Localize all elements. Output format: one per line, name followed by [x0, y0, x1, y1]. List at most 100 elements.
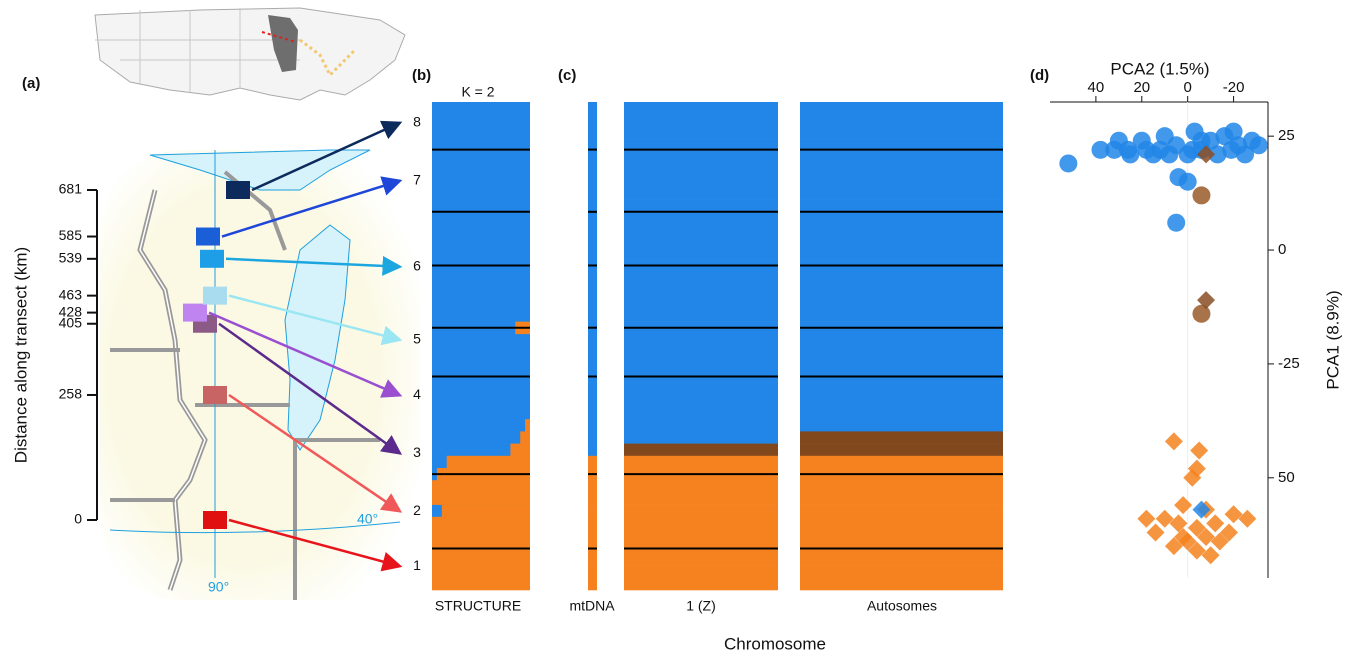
- point: [1167, 213, 1186, 232]
- y-tick-label: 0: [1278, 241, 1286, 258]
- genotype-row: [588, 138, 597, 152]
- genotype-row: [624, 138, 778, 152]
- genotype-row: [588, 260, 597, 274]
- genotype-row: [800, 553, 1003, 566]
- structure-title: K = 2: [461, 84, 494, 100]
- genotype-row: [588, 175, 597, 188]
- genotype-row: [588, 455, 597, 469]
- point: [1192, 500, 1211, 519]
- genotype-row: [800, 333, 1003, 347]
- genotype-row: [624, 480, 778, 493]
- structure-bar: [432, 541, 530, 554]
- y-tick-label: 428: [59, 303, 83, 319]
- point: [1160, 145, 1179, 164]
- genotype-row: [624, 541, 778, 554]
- genotype-row: [624, 150, 778, 164]
- genotype-row: [800, 577, 1003, 591]
- point: [1208, 145, 1227, 164]
- site-marker: [203, 286, 227, 305]
- point: [1219, 523, 1238, 542]
- genotype-row: [588, 577, 597, 591]
- structure-bar: [432, 577, 530, 591]
- population-label: 1: [413, 557, 421, 573]
- genotype-row: [624, 516, 778, 530]
- genotype-row: [624, 114, 778, 127]
- arrow: [225, 255, 403, 276]
- point: [1197, 145, 1216, 164]
- genotype-row: [588, 443, 597, 457]
- y-tick-label: 258: [59, 386, 83, 402]
- genotype-row: [588, 150, 597, 164]
- site-marker: [183, 303, 207, 322]
- genotype-row: [624, 297, 778, 310]
- lon-label: 90°: [208, 579, 229, 595]
- genotype-row: [800, 504, 1003, 518]
- genotype-row: [588, 199, 597, 213]
- point: [1164, 432, 1183, 451]
- genotype-row: [800, 211, 1003, 225]
- genotype-row: [800, 382, 1003, 396]
- genotype-row: [800, 346, 1003, 359]
- population-label: 6: [413, 257, 421, 273]
- genotype-row: [624, 199, 778, 213]
- genotype-row: [800, 114, 1003, 127]
- point: [1169, 514, 1188, 533]
- lat-label: 40°: [357, 511, 378, 527]
- genotype-row: [624, 529, 778, 542]
- point: [1174, 528, 1193, 547]
- genotype-row: [588, 516, 597, 530]
- point: [1091, 140, 1110, 159]
- y-tick-label: 0: [74, 511, 82, 527]
- population-label: 8: [413, 113, 421, 129]
- genotype-row: [800, 492, 1003, 505]
- genotype-row: [800, 150, 1003, 164]
- genotype-row: [800, 199, 1003, 213]
- genotype-row: [800, 187, 1003, 200]
- genotype-row: [800, 407, 1003, 420]
- point: [1192, 304, 1211, 323]
- point: [1105, 140, 1124, 159]
- genotype-row: [800, 419, 1003, 432]
- genotype-row: [624, 309, 778, 322]
- column-label: 1 (Z): [686, 598, 716, 614]
- point: [1174, 496, 1193, 515]
- column-label: mtDNA: [569, 598, 615, 614]
- genotype-row: [800, 224, 1003, 237]
- y-tick-label: 463: [59, 286, 83, 302]
- arrow: [221, 176, 403, 238]
- genotype-row: [624, 224, 778, 237]
- point: [1178, 145, 1197, 164]
- genotype-row: [588, 211, 597, 225]
- genotype-row: [588, 333, 597, 347]
- arrow: [208, 311, 403, 398]
- arrow: [218, 322, 403, 455]
- genotype-row: [624, 407, 778, 420]
- y-tick-label: -25: [1278, 355, 1300, 372]
- genotype-row: [624, 382, 778, 396]
- y-tick-label: 405: [59, 314, 83, 330]
- genotype-row: [588, 272, 597, 286]
- genotype-row: [800, 175, 1003, 188]
- genotype-row: [588, 504, 597, 518]
- y-tick-label: 585: [59, 227, 83, 243]
- point: [1137, 509, 1156, 528]
- genotype-row: [588, 419, 597, 432]
- us-inset: [94, 7, 406, 101]
- pca-y-label: PCA1 (8.9%): [1323, 290, 1342, 389]
- genotype-row: [800, 529, 1003, 542]
- y-tick-label: 25: [1278, 127, 1295, 144]
- point: [1197, 291, 1216, 310]
- x-tick-label: 20: [1133, 79, 1150, 96]
- y-tick-label: 539: [59, 250, 83, 266]
- structure-bar: [525, 419, 530, 432]
- structure-bar: [432, 516, 530, 530]
- structure-bar: [432, 480, 530, 493]
- point: [1146, 523, 1165, 542]
- genotype-row: [624, 419, 778, 432]
- panel-label: (b): [412, 67, 431, 84]
- structure-bar: [520, 431, 530, 444]
- genotype-row: [624, 346, 778, 359]
- site-marker: [203, 511, 227, 529]
- genotype-row: [800, 480, 1003, 493]
- y-tick-label: 50: [1278, 469, 1295, 486]
